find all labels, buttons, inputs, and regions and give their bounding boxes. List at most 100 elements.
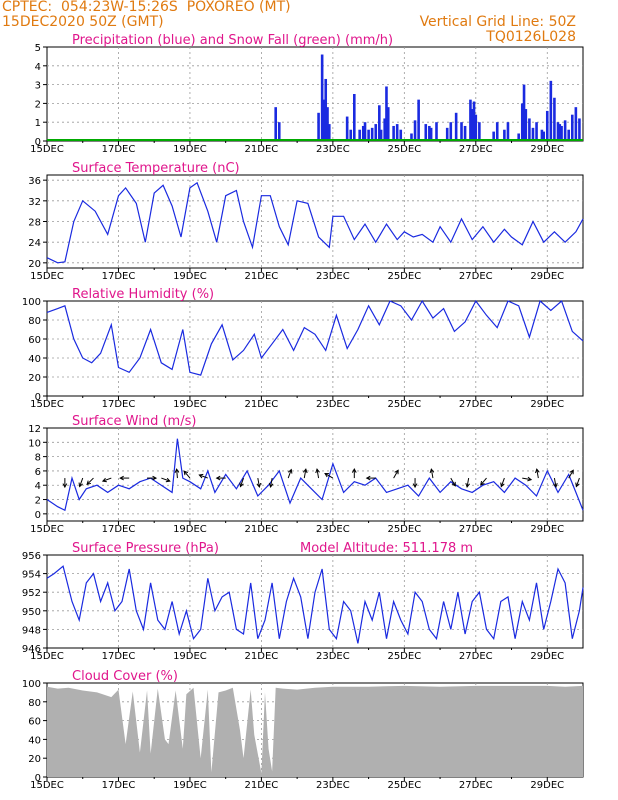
precip-bar: [545, 110, 549, 141]
precip-bar: [563, 120, 567, 141]
precip-bar: [435, 122, 438, 141]
wind-arrow: [86, 477, 94, 485]
precip-bar: [470, 109, 474, 141]
precip-bar: [424, 124, 428, 141]
precip-bar: [326, 107, 329, 141]
precip-bar: [542, 131, 545, 141]
precip-bar: [517, 133, 520, 141]
rh-xtick-label: 15DEC: [30, 399, 64, 410]
wind-arrow-head: [575, 482, 580, 488]
wind-arrow: [480, 477, 487, 486]
header-line2: 15DEC2020 50Z (GMT): [2, 14, 164, 30]
rh-xtick-label: 17DEC: [102, 399, 136, 410]
rh-series-line: [46, 299, 584, 376]
wind-arrow: [79, 477, 84, 487]
temp-xtick-label: 19DEC: [173, 271, 207, 282]
wind-arrow: [393, 470, 399, 479]
precip-bar: [578, 118, 581, 141]
precip-xtick-label: 29DEC: [530, 144, 564, 155]
cloud-xtick-label: 15DEC: [30, 780, 64, 791]
precip-bar: [378, 105, 381, 141]
press-ytick-label: 946: [22, 644, 41, 655]
precip-bar: [492, 131, 495, 141]
precip-bar: [324, 78, 328, 141]
temp-xtick-label: 17DEC: [102, 271, 136, 282]
wind-arrow-head: [465, 482, 470, 488]
cloud-xtick-label: 17DEC: [102, 780, 136, 791]
precip-bar: [417, 99, 420, 141]
precip-bar: [277, 122, 281, 141]
rh-xtick-label: 27DEC: [459, 399, 493, 410]
wind-arrow: [287, 469, 292, 479]
precip-bar: [274, 107, 277, 141]
temp-title: Surface Temperature (nC): [72, 161, 240, 176]
precip-bar: [374, 124, 378, 141]
precip-ytick-label: 2: [35, 99, 41, 110]
precip-bar: [495, 122, 499, 141]
wind-arrow-head: [165, 477, 171, 483]
precip-ytick-label: 5: [35, 43, 41, 54]
wind-arrow-head: [351, 468, 357, 473]
precip-bar: [317, 112, 320, 141]
cloud-ytick-label: 20: [28, 754, 41, 765]
precip-bar: [445, 127, 449, 141]
precip-bar: [320, 54, 324, 141]
precip-title: Precipitation (blue) and Snow Fall (gree…: [72, 33, 393, 48]
cloud-xtick-label: 23DEC: [316, 780, 350, 791]
rh-ytick-label: 20: [28, 373, 41, 384]
precip-bar: [429, 127, 433, 141]
cloud-ytick-label: 100: [22, 679, 41, 690]
precip-bar: [574, 107, 578, 141]
precip-xtick-label: 15DEC: [30, 144, 64, 155]
precip-xtick-label: 17DEC: [102, 144, 136, 155]
precip-bar: [413, 120, 417, 141]
precip-bar: [345, 116, 349, 141]
precip-bar: [361, 125, 365, 141]
precip-bar: [358, 129, 361, 141]
temp-ytick-label: 24: [28, 238, 41, 249]
header-line1: CPTEC: 054:23W-15:26S POXOREO (MT): [2, 0, 291, 15]
wind-arrow: [199, 474, 208, 479]
rh-frame: [46, 300, 584, 397]
press-ytick-label: 952: [22, 588, 41, 599]
rh-ytick-label: 100: [22, 297, 41, 308]
wind-arrow: [161, 477, 170, 482]
wind-frame: [46, 427, 584, 522]
precip-bar: [454, 112, 458, 141]
precip-ytick-label: 4: [35, 62, 41, 73]
precip-xtick-label: 21DEC: [245, 144, 279, 155]
cloud-xtick-label: 27DEC: [459, 780, 493, 791]
wind-ytick-label: 2: [35, 496, 41, 507]
header-model-id: TQ0126L028: [486, 29, 576, 45]
wind-arrow-head: [412, 483, 418, 489]
wind-xtick-label: 29DEC: [530, 524, 564, 535]
wind-arrow: [303, 469, 307, 479]
wind-arrow-head: [451, 481, 456, 487]
wind-arrow-head: [553, 482, 558, 488]
wind-xtick-label: 25DEC: [387, 524, 421, 535]
press-title: Surface Pressure (hPa): [72, 541, 219, 556]
precip-bar: [520, 103, 524, 141]
press-xtick-label: 15DEC: [30, 651, 64, 662]
wind-arrow: [257, 477, 260, 488]
wind-arrow-head: [500, 482, 505, 488]
wind-xtick-label: 27DEC: [459, 524, 493, 535]
precip-bar: [528, 118, 531, 141]
precip-bar: [556, 122, 560, 141]
precip-bar: [478, 122, 481, 141]
press-xtick-label: 27DEC: [459, 651, 493, 662]
precip-bar: [570, 114, 574, 141]
temp-ytick-label: 28: [28, 218, 41, 229]
wind-xtick-label: 19DEC: [173, 524, 207, 535]
press-xtick-label: 17DEC: [102, 651, 136, 662]
cloud-ytick-label: 40: [28, 735, 41, 746]
precip-bar: [383, 118, 386, 141]
precip-bar: [349, 129, 353, 141]
precip-xtick-label: 27DEC: [459, 144, 493, 155]
precip-bar: [386, 107, 390, 141]
wind-arrow: [575, 477, 580, 487]
wind-title: Surface Wind (m/s): [72, 414, 196, 429]
precip-bar: [363, 122, 367, 141]
wind-ytick-label: 10: [28, 438, 41, 449]
